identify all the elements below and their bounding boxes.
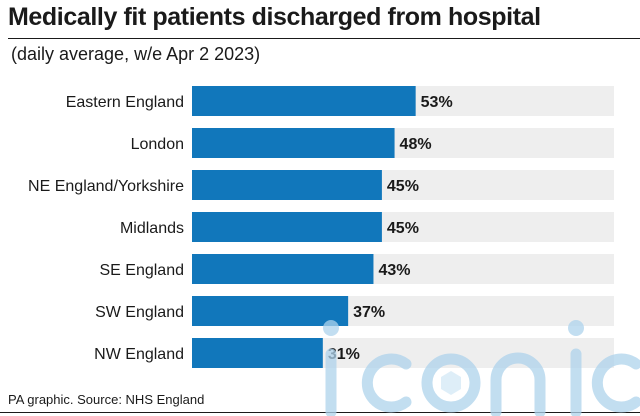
- bar: [192, 128, 395, 158]
- category-label: Eastern England: [66, 94, 184, 111]
- title-divider: [8, 38, 640, 39]
- category-label: NW England: [94, 346, 184, 363]
- footer-divider: [0, 412, 640, 413]
- category-label: SW England: [95, 304, 184, 321]
- value-label: 45%: [387, 178, 419, 195]
- value-label: 43%: [378, 262, 410, 279]
- value-label: 37%: [353, 304, 385, 321]
- value-label: 31%: [328, 346, 360, 363]
- chart-title: Medically fit patients discharged from h…: [8, 3, 541, 31]
- value-label: 53%: [421, 94, 453, 111]
- value-label: 45%: [387, 220, 419, 237]
- bar-chart: Eastern England 53% London 48% NE England/Yo…: [28, 86, 614, 368]
- category-label: NE England/Yorkshire: [28, 178, 184, 195]
- bar: [192, 296, 349, 326]
- source-note: PA graphic. Source: NHS England: [8, 392, 205, 407]
- category-label: London: [131, 136, 184, 153]
- bar: [192, 338, 323, 368]
- bar: [192, 212, 382, 242]
- category-label: SE England: [99, 262, 184, 279]
- bar: [192, 254, 374, 284]
- value-label: 48%: [400, 136, 432, 153]
- category-label: Midlands: [120, 220, 184, 237]
- bar: [192, 86, 416, 116]
- chart-subtitle: (daily average, w/e Apr 2 2023): [11, 44, 261, 64]
- bar: [192, 170, 382, 200]
